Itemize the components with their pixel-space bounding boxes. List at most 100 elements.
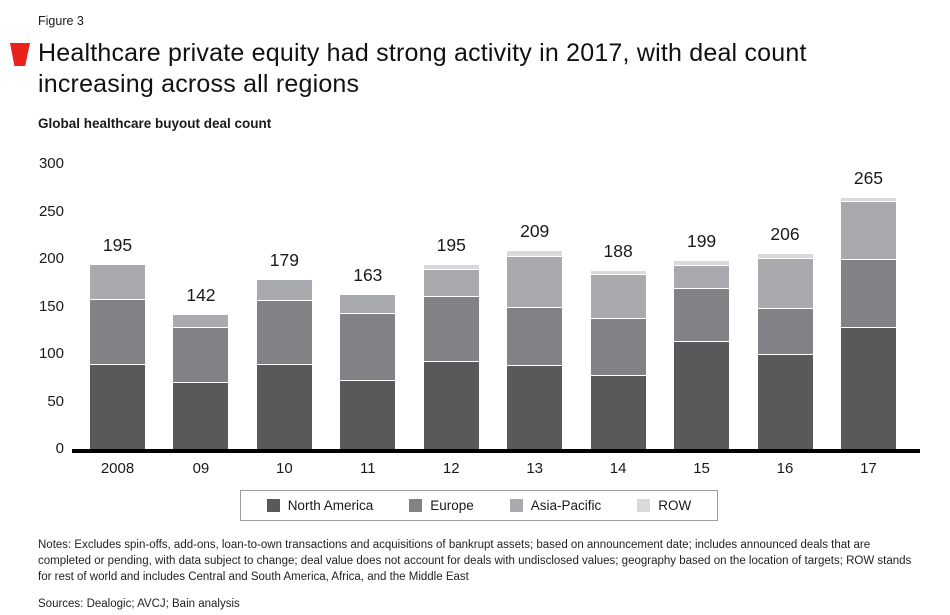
x-axis-label: 16 [776,460,794,477]
bar-column-2008: 195 [90,164,145,449]
figure-label: Figure 3 [38,14,84,28]
y-axis-tick: 250 [38,202,64,220]
bar-segment-row [507,250,563,257]
bar-segment-asia-pacific [507,256,563,307]
x-axis-label: 14 [609,460,627,477]
legend-swatch-icon [637,499,651,512]
bar-segment-row [423,263,479,270]
bar-value-label: 195 [102,234,133,255]
bar-segment-north-america [757,354,813,449]
bar-column-16: 206 [757,164,813,449]
bar-segment-europe [590,317,646,375]
x-axis-labels: 2008 09 10 11 12 13 14 15 16 17 [72,460,920,477]
y-axis-tick: 100 [38,345,64,362]
bar-segment-europe [840,259,896,328]
bar-segment-asia-pacific [590,274,646,318]
y-axis-tick: 150 [38,297,64,315]
bar-column-09: 142 [173,164,229,449]
bar-segment-europe [256,299,312,365]
bar-segment-asia-pacific [340,294,396,314]
bar-value-label: 142 [186,285,216,306]
bar-segment-europe [90,298,145,365]
bar-column-14: 188 [590,164,646,449]
bar-column-11: 163 [340,164,396,449]
bar-segment-asia-pacific [256,278,312,300]
bar-value-label: 265 [853,168,884,189]
bar-segment-asia-pacific [90,263,145,299]
bar-segment-europe [757,308,813,354]
bar-column-10: 179 [256,164,312,449]
bar-segment-asia-pacific [423,269,479,297]
x-axis-label: 13 [526,460,544,477]
bar-column-15: 199 [674,164,730,449]
bar-segment-asia-pacific [173,314,229,328]
bars-container: 195 142 179 163 195 209 188 199 206 265 [72,164,920,449]
bar-segment-row [590,270,646,275]
bar-value-label: 179 [269,249,299,270]
legend-label: ROW [658,498,692,513]
legend-row: North America Europe Asia-Pacific ROW [38,490,920,521]
bar-segment-europe [340,313,396,380]
x-axis-label: 2008 [100,460,135,477]
bar-segment-north-america [256,364,312,449]
bar-segment-row [757,253,813,259]
bar-segment-asia-pacific [840,201,896,260]
legend-swatch-icon [409,499,423,512]
bar-column-13: 209 [507,164,563,449]
bar-value-label: 188 [603,241,633,262]
bar-segment-row [840,197,896,202]
y-axis-tick: 200 [38,250,64,267]
x-axis-label: 11 [360,460,376,477]
bar-segment-asia-pacific [674,264,730,288]
x-axis-label: 09 [192,460,210,477]
bar-segment-asia-pacific [757,258,813,309]
stacked-bar-chart: 0 50 100 150 200 250 300 195 142 179 163 195 209 188… [38,155,920,477]
bar-value-label: 199 [686,230,717,251]
bar-segment-europe [507,306,563,366]
bar-column-12: 195 [423,164,479,449]
bar-segment-europe [173,327,229,382]
bar-segment-north-america [173,381,229,449]
legend: North America Europe Asia-Pacific ROW [239,490,719,521]
bar-segment-europe [423,296,479,361]
y-axis-tick: 0 [55,440,64,457]
figure-header: Healthcare private equity had strong act… [10,38,920,100]
legend-label: Asia-Pacific [530,498,602,513]
x-axis-label: 10 [276,460,293,477]
bar-segment-north-america [840,327,896,449]
page-title: Healthcare private equity had strong act… [38,39,807,98]
y-axis-tick: 50 [47,392,64,410]
bar-segment-north-america [340,379,396,449]
bar-column-17: 265 [840,164,896,449]
bar-value-label: 163 [353,265,383,286]
legend-label: North America [287,498,374,513]
bar-segment-north-america [90,364,145,449]
bar-segment-north-america [423,360,479,449]
legend-item-europe: Europe [409,498,474,513]
bar-segment-row [674,259,730,265]
legend-swatch-icon [509,499,523,512]
x-axis-label: 12 [442,460,460,477]
x-axis-label: 15 [693,460,710,477]
chart-subtitle: Global healthcare buyout deal count [38,116,272,131]
legend-label: Europe [430,498,474,513]
sources-text: Sources: Dealogic; AVCJ; Bain analysis [38,597,240,610]
x-axis-line [72,449,920,453]
bain-red-flag-icon [10,43,30,66]
bar-segment-europe [674,287,730,341]
bar-value-label: 206 [770,224,800,245]
notes-text: Notes: Excludes spin-offs, add-ons, loan… [38,539,912,583]
bar-segment-north-america [590,374,646,449]
bar-value-label: 209 [520,221,550,242]
y-axis-tick: 300 [38,155,64,172]
legend-item-row: ROW [637,498,691,513]
x-axis-label: 17 [860,460,877,477]
bar-segment-north-america [674,340,730,449]
legend-item-asia-pacific: Asia-Pacific [509,498,602,513]
bar-value-label: 195 [436,234,466,255]
legend-item-north-america: North America [266,498,374,513]
bar-segment-north-america [507,365,563,449]
plot-area: 0 50 100 150 200 250 300 195 142 179 163 195 209 188… [39,155,920,457]
legend-swatch-icon [266,499,280,512]
